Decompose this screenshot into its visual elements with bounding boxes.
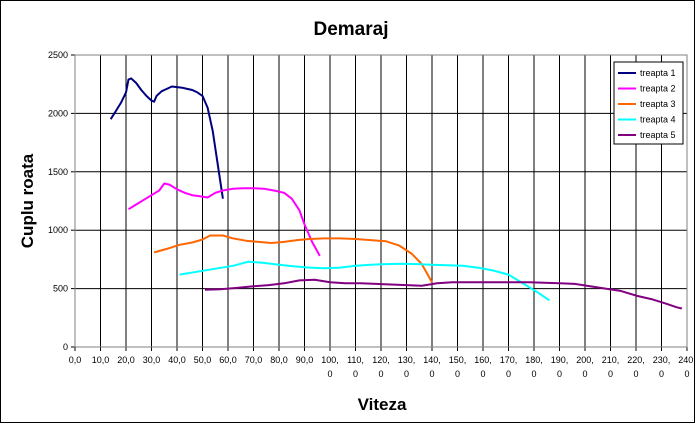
x-tick-label: 240, 0 [678, 355, 695, 379]
legend-label-1: treapta 1 [640, 68, 676, 78]
x-tick-label: 40,0 [168, 355, 186, 365]
x-tick-label: 200, 0 [576, 355, 594, 379]
x-tick-label: 50,0 [194, 355, 212, 365]
series-line-3 [153, 234, 433, 283]
x-tick-label: 120, 0 [372, 355, 390, 379]
x-tick-label: 130, 0 [398, 355, 416, 379]
series-line-5 [204, 278, 683, 310]
y-tick-label: 2000 [48, 108, 68, 118]
x-tick-label: 160, 0 [474, 355, 492, 379]
legend-label-5: treapta 5 [640, 130, 676, 140]
y-tick-labels: 0 500 1000 1500 2000 2500 [48, 50, 68, 352]
x-tick-label: 230, 0 [653, 355, 671, 379]
x-tick-label: 110, 0 [347, 355, 364, 379]
x-tick-label: 30,0 [143, 355, 161, 365]
legend: treapta 1 treapta 2 treapta 3 treapta 4 trea… [613, 61, 684, 145]
x-tick-label: 0,0 [69, 355, 82, 365]
gridlines [71, 54, 688, 351]
legend-label-4: treapta 4 [640, 115, 676, 125]
legend-label-3: treapta 3 [640, 99, 676, 109]
x-tick-label: 10,0 [92, 355, 110, 365]
x-tick-label: 170, 0 [500, 355, 518, 379]
x-tick-label: 180, 0 [525, 355, 543, 379]
x-tick-labels: 0,0 10,0 20,0 30,0 40,0 50,0 60,0 70,0 80,0 90,0 1… [69, 355, 695, 379]
x-tick-label: 220, 0 [627, 355, 645, 379]
chart-title: Demaraj [314, 19, 389, 40]
series-line-2 [127, 182, 321, 257]
legend-label-2: treapta 2 [640, 84, 676, 94]
y-tick-label: 1000 [48, 225, 68, 235]
y-tick-label: 2500 [48, 50, 68, 60]
x-tick-label: 150, 0 [449, 355, 467, 379]
series-group [109, 77, 683, 310]
x-tick-label: 140, 0 [423, 355, 441, 379]
y-tick-label: 500 [53, 284, 68, 294]
x-tick-label: 20,0 [117, 355, 135, 365]
y-tick-label: 0 [63, 342, 68, 352]
x-tick-label: 190, 0 [551, 355, 569, 379]
plot-area [74, 54, 688, 348]
series-line-4 [179, 260, 550, 302]
x-tick-label: 100, 0 [321, 355, 339, 379]
x-tick-label: 90,0 [296, 355, 314, 365]
x-tick-label: 80,0 [270, 355, 288, 365]
y-axis-title: Cuplu roata [18, 153, 37, 248]
x-tick-label: 210, 0 [602, 355, 620, 379]
x-axis-title: Viteza [358, 395, 407, 414]
y-tick-label: 1500 [48, 167, 68, 177]
series-line-1 [109, 77, 224, 199]
x-tick-label: 70,0 [245, 355, 263, 365]
x-tick-label: 60,0 [219, 355, 237, 365]
